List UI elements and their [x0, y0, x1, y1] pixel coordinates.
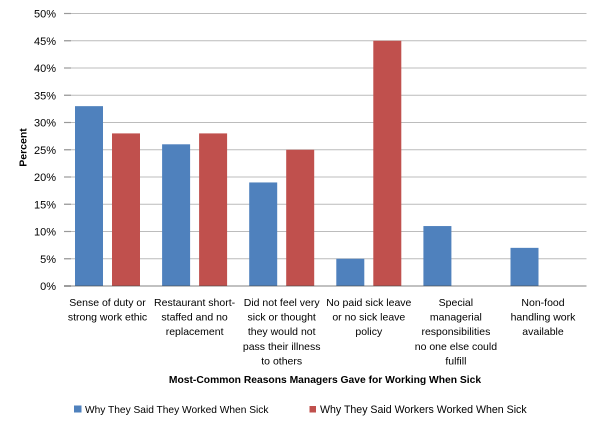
svg-text:15%: 15%	[34, 199, 56, 211]
svg-text:Why They Said They Worked When: Why They Said They Worked When Sick	[85, 405, 269, 416]
svg-text:20%: 20%	[34, 172, 56, 184]
svg-text:Percent: Percent	[18, 128, 30, 167]
svg-text:Most-Common Reasons Managers G: Most-Common Reasons Managers Gave for Wo…	[169, 375, 481, 386]
svg-text:5%: 5%	[40, 254, 56, 266]
svg-text:Restaurant short-staffed and n: Restaurant short-staffed and no replaceme…	[154, 297, 236, 338]
svg-text:25%: 25%	[34, 145, 56, 157]
svg-text:30%: 30%	[34, 118, 56, 130]
svg-text:Why They Said Workers Worked W: Why They Said Workers Worked When Sick	[320, 404, 527, 416]
svg-text:40%: 40%	[34, 63, 56, 75]
svg-text:35%: 35%	[34, 90, 56, 102]
svg-text:50%: 50%	[34, 9, 56, 21]
svg-text:10%: 10%	[34, 227, 56, 239]
svg-text:0%: 0%	[40, 281, 56, 293]
svg-text:45%: 45%	[34, 36, 56, 48]
